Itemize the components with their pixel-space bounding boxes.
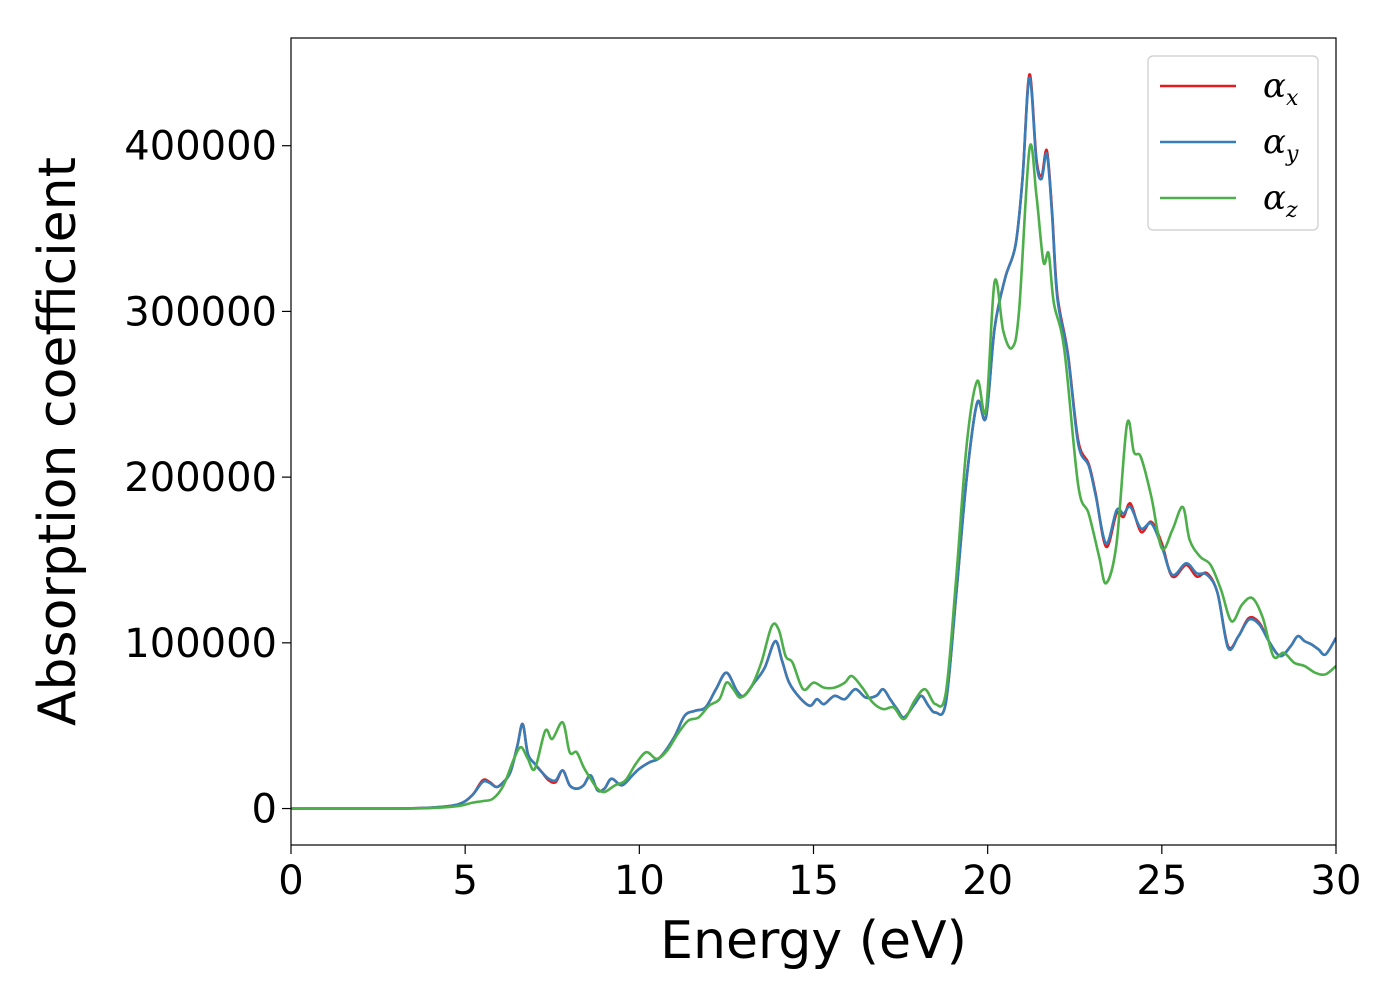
y-tick-label: 200000 [124, 455, 277, 501]
x-tick-label: 20 [962, 858, 1013, 904]
legend-label-subscript: y [1285, 142, 1299, 167]
legend-label-x: αx [1263, 66, 1299, 111]
y-tick-label: 300000 [124, 289, 277, 335]
series-line-z [291, 143, 1336, 810]
y-tick-label: 100000 [124, 621, 277, 667]
y-tick-label: 0 [252, 787, 277, 833]
x-tick-label: 10 [614, 858, 665, 904]
x-tick-label: 0 [278, 858, 303, 904]
legend-label-subscript: x [1286, 86, 1299, 111]
x-axis-label: Energy (eV) [660, 911, 967, 971]
x-tick-label: 15 [788, 858, 839, 904]
axis-ticks: 0 5 10 15 20 25 30 0 100000 200000 300000 400000 [124, 124, 1361, 904]
x-tick-label: 25 [1136, 858, 1187, 904]
series-lines [291, 73, 1336, 810]
y-tick-label: 400000 [124, 124, 277, 170]
legend-label-subscript: z [1285, 198, 1298, 223]
y-axis-label: Absorption coefficient [28, 157, 88, 726]
x-tick-label: 30 [1311, 858, 1362, 904]
legend-label-y: αy [1263, 122, 1299, 167]
series-line-y [291, 76, 1336, 810]
x-tick-label: 5 [452, 858, 477, 904]
